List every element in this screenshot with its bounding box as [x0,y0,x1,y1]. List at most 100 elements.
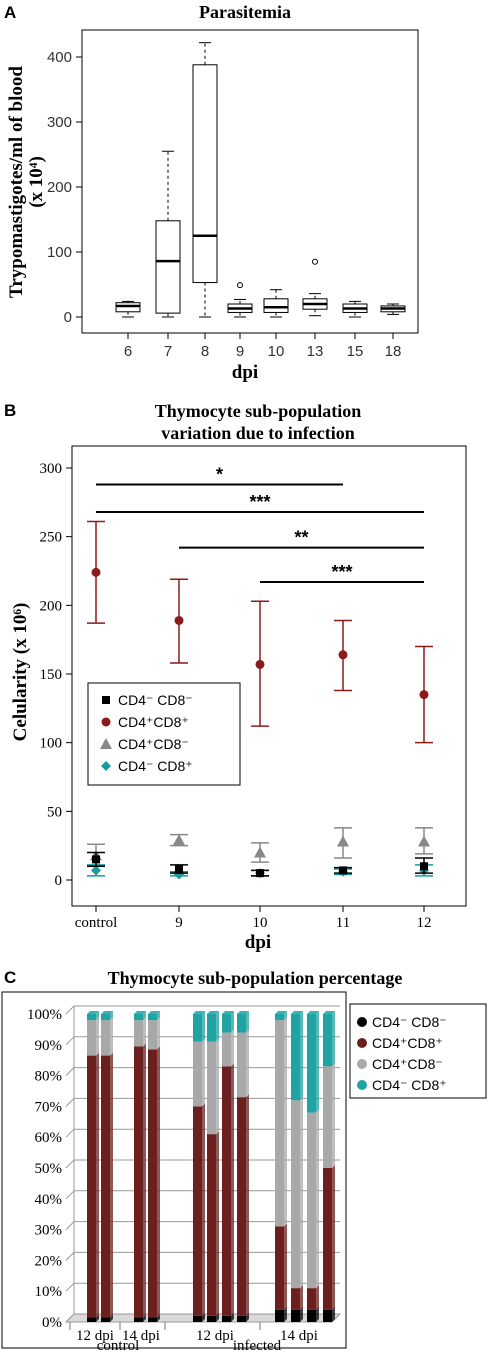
panel-c-bar-segment-side [300,1097,303,1289]
panel-c-bar-segment [222,1014,231,1033]
panel-c-bar-segment-side [231,1063,234,1316]
panel-a-box-body [155,220,181,314]
panel-c-bar-segment [148,1317,157,1322]
panel-b: B Thymocyte sub-population variation due… [4,401,467,953]
panel-c-bar-segment [148,1049,157,1318]
panel-b-point-group [251,869,269,878]
panel-c-legend-marker [357,1017,367,1027]
panel-c-bar-segment-side [110,1052,113,1318]
panel-c-legend-marker [357,1080,367,1090]
panel-b-point-group [251,842,269,863]
panel-c-bar-top [307,1011,319,1014]
panel-a-title: Parasitemia [199,2,291,22]
panel-c-bar-segment-side [143,1043,146,1318]
panel-b-legend-label: CD4⁻ CD8⁺ [118,758,193,774]
panel-a-y-tick-label: 400 [47,49,72,66]
panel-b-x-tick-label: 12 [417,915,432,931]
panel-c-bar-segment [134,1317,143,1322]
panel-a-box-body [115,302,141,313]
panel-b-x-tick-label: 9 [175,915,183,931]
panel-c-bar-segment [323,1014,332,1067]
panel-c-bar [101,1011,113,1322]
panel-b-title-line1: Thymocyte sub-population [155,401,362,421]
panel-b-point-group [415,827,433,855]
panel-a-y-tick-label: 100 [47,244,72,261]
panel-c-condition-label: control [97,1338,140,1352]
panel-b-legend-marker [101,761,111,771]
panel-c-bar-top [222,1011,234,1014]
panel-c-bar [87,1011,99,1322]
panel-c-bar-segment [291,1014,300,1101]
panel-b-x-tick-label: 10 [253,915,268,931]
panel-c-bar-segment [193,1315,202,1322]
panel-c-y-tick-label: 50% [35,1161,63,1177]
panel-b-significance-label: ** [294,528,308,548]
panel-c-bar-segment-side [332,1306,335,1322]
panel-b-x-axis: control 9 10 11 12 [75,906,432,931]
panel-b-title-line2: variation due to infection [161,423,355,443]
panel-c-bar-segment-side [143,1011,146,1021]
panel-c-bar [222,1011,234,1322]
panel-b-legend-label: CD4⁻ CD8⁻ [118,692,193,708]
panel-c-group-label: 12 dpi [76,1328,114,1344]
panel-a-y-axis-label: Trypomastigotes/ml of blood [6,66,27,298]
panel-c-y-tick-label: 40% [35,1192,63,1208]
panel-b-point [255,659,265,669]
panel-c-bar-segment [291,1288,300,1310]
panel-c-gridline-depth [65,1252,75,1261]
panel-c-condition-label: infected [233,1338,282,1352]
panel-c-legend-label: CD4⁺CD8⁺ [372,1035,443,1051]
panel-b-point [337,835,349,847]
panel-a-x-tick-label: 6 [124,343,132,360]
panel-b-y-tick-label: 0 [55,873,63,889]
panel-c-bar-segment [222,1032,231,1067]
panel-c-bar-segment-side [110,1314,113,1322]
panel-c-bar-segment-side [202,1312,205,1322]
panel-a-box-13 [302,258,328,317]
panel-a-y-tick-label: 300 [47,114,72,131]
panel-c-bar-segment-side [157,1011,160,1021]
panel-c-bar-segment [207,1315,216,1322]
panel-c-bar-segment [307,1288,316,1310]
panel-c-bar-segment [134,1014,143,1021]
panel-b-point [256,869,264,878]
panel-c-bar-segment-side [246,1094,249,1316]
panel-c-bars [87,1011,335,1322]
panel-c-y-tick-label: 70% [35,1099,63,1115]
panel-a-outlier [237,282,243,289]
panel-c-legend-label: CD4⁻ CD8⁻ [372,1014,447,1030]
panel-b-legend: CD4⁻ CD8⁻ CD4⁺CD8⁺ CD4⁺CD8⁻ CD4⁻ CD8⁺ [87,682,241,786]
panel-a-y-axis-unit: (x 10⁴) [26,156,47,208]
panel-c-bar-segment-side [202,1103,205,1316]
panel-b-legend-marker [101,717,111,727]
panel-c-bar-segment-side [231,1312,234,1322]
panel-c-bar-segment-side [157,1046,160,1318]
panel-c-bar-segment [87,1317,96,1322]
panel-c-bar-segment [101,1317,110,1322]
panel-b-significance: ********* [96,464,424,583]
panel-b-legend-marker [102,696,110,704]
panel-b-point [173,834,185,846]
panel-b-points [87,520,433,880]
panel-b-point-group [87,851,105,868]
panel-c-gridline-depth [65,1282,75,1292]
panel-b-significance-label: *** [331,562,352,582]
panel-b-point-group [87,520,105,624]
panel-b-point-group [87,864,105,877]
panel-a-outlier [312,258,318,265]
panel-b-point [254,846,266,858]
panel-a-box-10 [263,289,289,318]
panel-b-y-axis-label: Celularity (x 10⁶) [10,603,31,742]
panel-b-x-axis-label: dpi [245,932,271,953]
panel-b-point [339,866,347,875]
panel-c-bar-segment [101,1055,110,1318]
panel-c-bar-segment-side [284,1011,287,1021]
panel-c-bar-segment-side [157,1314,160,1322]
panel-a-box-18 [380,303,406,315]
panel-c-bar-segment [275,1309,284,1322]
panel-c-bar-segment [148,1020,157,1050]
panel-a-box-body [192,64,218,284]
panel-c-bar-segment-side [202,1011,205,1042]
panel-c-bar-segment [323,1309,332,1322]
